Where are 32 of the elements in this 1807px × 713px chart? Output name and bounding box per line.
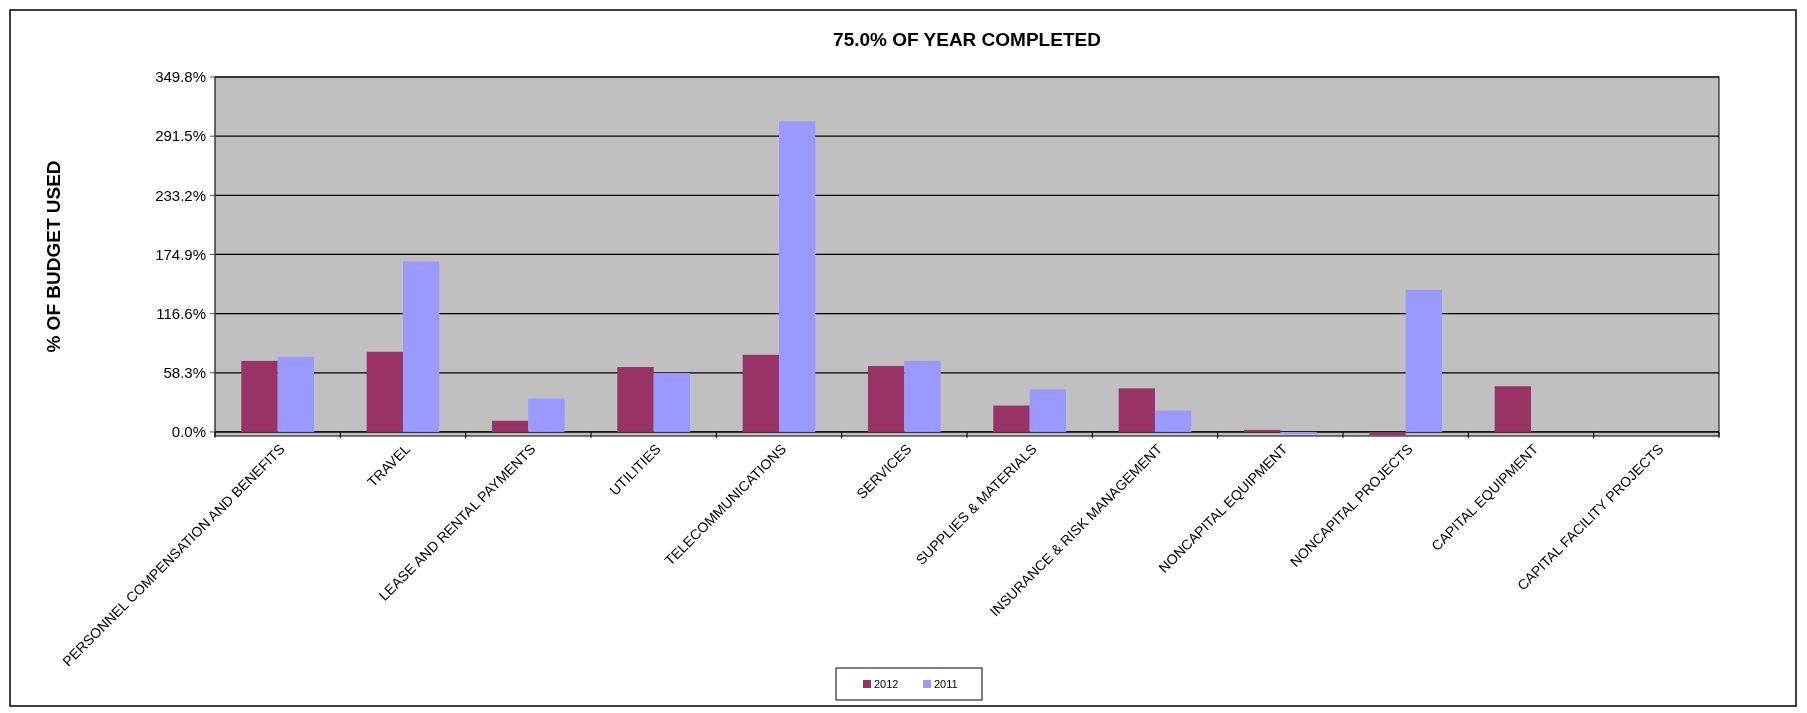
y-tick-label: 58.3% <box>163 364 206 382</box>
bar <box>1155 410 1192 432</box>
bar <box>1029 389 1067 432</box>
bar <box>904 360 941 432</box>
bar <box>366 351 403 432</box>
y-tick-label: 233.2% <box>155 186 206 204</box>
bar <box>1118 388 1155 432</box>
bar <box>241 360 278 432</box>
chart-title: 75.0% OF YEAR COMPLETED <box>833 29 1101 50</box>
legend-label: 2011 <box>934 678 958 690</box>
y-tick-label: 0.0% <box>171 423 206 441</box>
y-tick-label: 116.6% <box>156 304 206 322</box>
bar <box>617 367 654 432</box>
bar <box>993 405 1030 432</box>
bar <box>1369 431 1406 435</box>
bar <box>742 354 779 432</box>
bar <box>1243 429 1281 432</box>
bar <box>277 356 315 432</box>
bar <box>779 121 816 432</box>
bar <box>1494 386 1531 432</box>
y-tick-label: 349.8% <box>155 68 206 86</box>
y-tick-label: 174.9% <box>155 245 206 263</box>
bar <box>1280 431 1317 434</box>
bar <box>653 373 691 432</box>
bar <box>867 365 905 432</box>
bar <box>403 261 440 432</box>
bar <box>491 420 529 432</box>
y-axis-title: % OF BUDGET USED <box>43 160 64 353</box>
legend-label: 2012 <box>874 678 899 690</box>
bar <box>528 398 565 432</box>
y-tick-label: 291.5% <box>155 127 206 145</box>
bar <box>1405 289 1443 432</box>
